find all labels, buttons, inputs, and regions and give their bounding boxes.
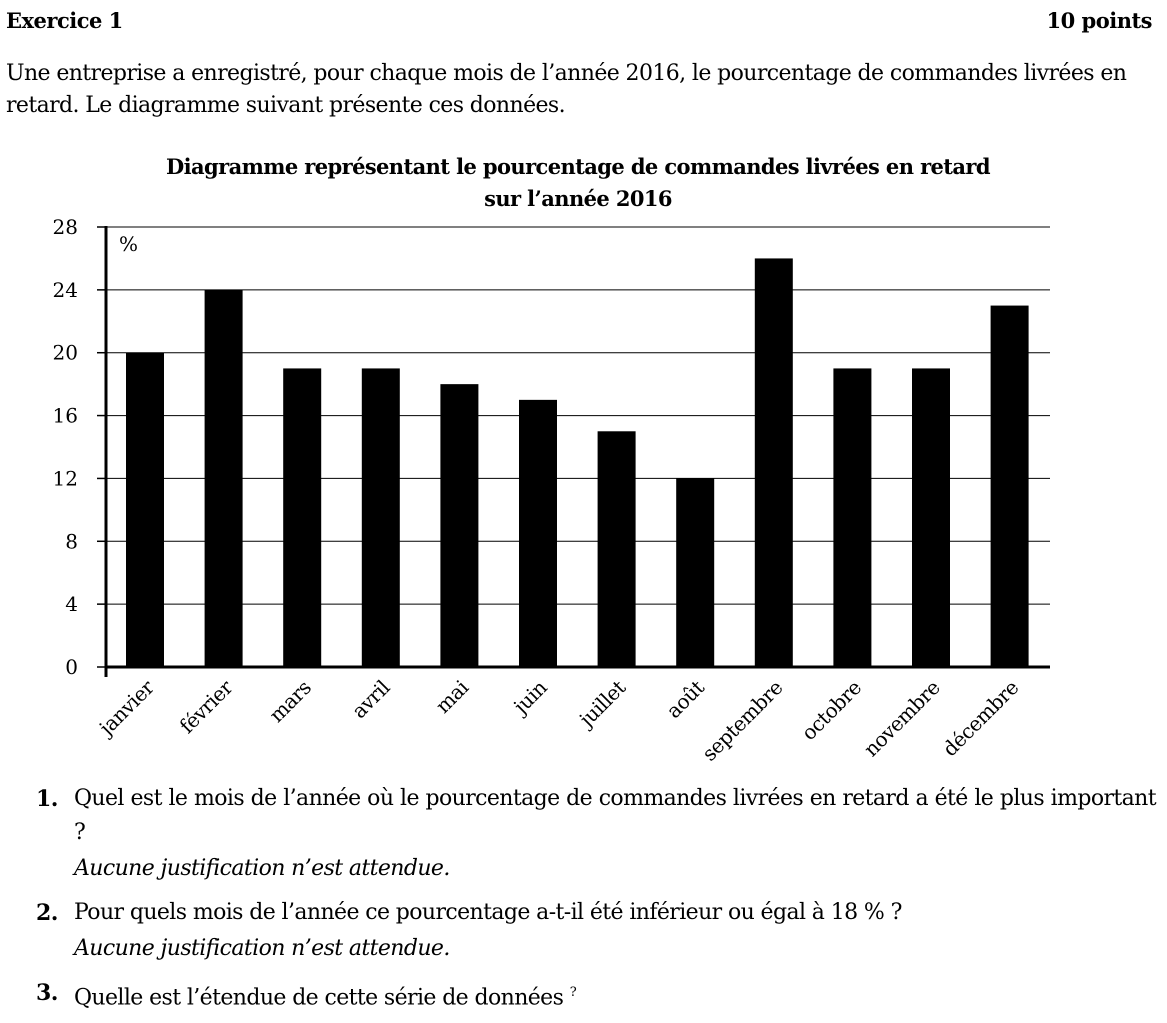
axes <box>105 226 1050 677</box>
exercise-title: Exercice 1 <box>6 8 123 33</box>
question-1: 1. Quel est le mois de l’année où le pou… <box>36 782 1156 888</box>
bar-août <box>676 478 714 667</box>
bar-chart: Diagramme représentant le pourcentage de… <box>0 140 1167 780</box>
y-tick-label: 28 <box>53 215 78 239</box>
bars <box>126 258 1029 667</box>
exercise-points: 10 points <box>1047 8 1153 33</box>
exercise-header: Exercice 1 10 points <box>6 8 1152 38</box>
x-tick-label: août <box>661 675 709 723</box>
x-tick-label: avril <box>347 675 395 723</box>
y-tick-label: 8 <box>65 529 78 553</box>
bar-janvier <box>126 353 164 667</box>
y-tick-label: 4 <box>65 592 78 616</box>
chart-title-line2: sur l’année 2016 <box>484 186 672 211</box>
question-text: Quel est le mois de l’année où le pource… <box>74 782 1156 850</box>
y-tick-label: 12 <box>53 466 78 490</box>
question-text: Quelle est l’étendue de cette série de d… <box>74 985 563 1010</box>
bar-février <box>205 290 243 667</box>
x-axis-labels: janvier février mars avril maijuin juillet aoû… <box>93 675 1023 766</box>
question-number: 1. <box>36 782 58 816</box>
question-note: Aucune justification n’est attendue. <box>74 850 1156 888</box>
x-tick-label: décembre <box>938 676 1023 761</box>
bar-octobre <box>833 368 871 667</box>
y-unit-label: % <box>119 232 138 256</box>
bar-décembre <box>991 306 1029 667</box>
bar-mars <box>283 368 321 667</box>
exercise-intro: Une entreprise a enregistré, pour chaque… <box>6 58 1156 122</box>
bar-juin <box>519 400 557 667</box>
y-tick-label: 20 <box>53 341 78 365</box>
y-tick-label: 16 <box>53 404 78 428</box>
question-sup: ? <box>570 985 576 1000</box>
bar-septembre <box>755 258 793 667</box>
y-axis-ticks: 0 4 8 12 16 20 24 28 <box>53 215 106 679</box>
bar-novembre <box>912 368 950 667</box>
question-number: 2. <box>36 896 58 930</box>
y-tick-label: 24 <box>53 278 78 302</box>
question-number: 3. <box>36 976 58 1010</box>
grid-lines <box>106 227 1050 604</box>
chart-title-line1: Diagramme représentant le pourcentage de… <box>166 154 991 179</box>
bar-mai <box>440 384 478 667</box>
question-3: 3. Quelle est l’étendue de cette série d… <box>36 976 1156 1015</box>
x-tick-label: février <box>175 675 238 738</box>
question-text: Pour quels mois de l’année ce pourcentag… <box>74 896 1156 930</box>
x-tick-label: septembre <box>697 676 787 766</box>
x-tick-label: novembre <box>859 676 945 762</box>
bar-avril <box>362 368 400 667</box>
y-tick-label: 0 <box>65 655 78 679</box>
question-list: 1. Quel est le mois de l’année où le pou… <box>36 782 1156 1023</box>
question-note: Aucune justification n’est attendue. <box>74 930 1156 968</box>
x-tick-label: octobre <box>797 676 866 745</box>
x-tick-label: juin <box>507 675 552 720</box>
question-2: 2. Pour quels mois de l’année ce pourcen… <box>36 896 1156 968</box>
x-tick-label: juillet <box>573 675 630 732</box>
bar-juillet <box>598 431 636 667</box>
x-tick-label: mai <box>431 676 473 718</box>
x-tick-label: janvier <box>93 675 159 741</box>
x-tick-label: mars <box>264 675 316 727</box>
